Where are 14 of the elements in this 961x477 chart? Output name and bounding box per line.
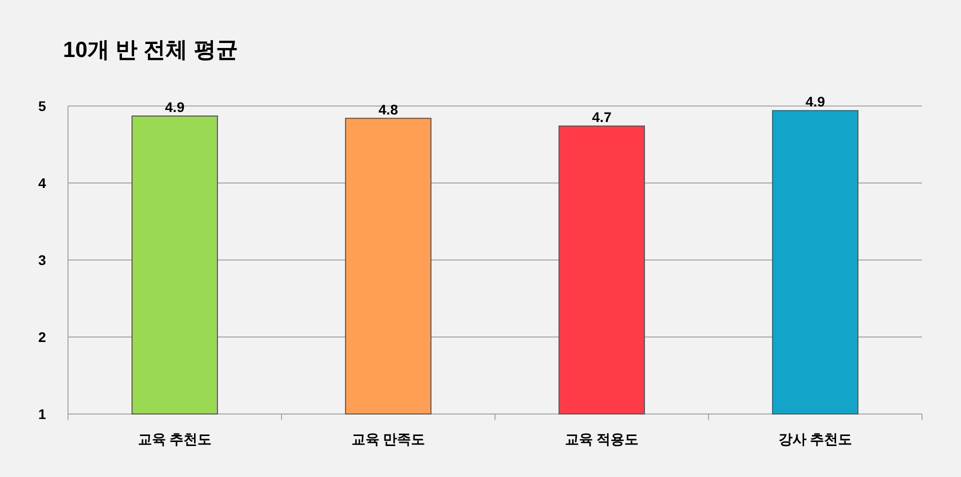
data-label: 4.7 bbox=[592, 109, 612, 126]
data-label: 4.9 bbox=[165, 99, 185, 116]
y-tick-label: 2 bbox=[38, 328, 46, 345]
y-tick-label: 5 bbox=[38, 98, 46, 114]
x-tick-label: 교육 추천도 bbox=[138, 431, 212, 447]
x-tick-label: 교육 만족도 bbox=[351, 431, 426, 447]
y-tick-label: 1 bbox=[38, 406, 46, 422]
y-tick-label: 4 bbox=[38, 174, 46, 191]
data-label: 4.8 bbox=[378, 101, 398, 118]
x-tick-label: 강사 추천도 bbox=[778, 431, 852, 447]
data-label: 4.9 bbox=[806, 94, 826, 110]
chart-title: 10개 반 전체 평균 bbox=[63, 37, 238, 62]
y-tick-label: 3 bbox=[38, 252, 46, 268]
x-tick-label: 교육 적용도 bbox=[564, 431, 639, 447]
